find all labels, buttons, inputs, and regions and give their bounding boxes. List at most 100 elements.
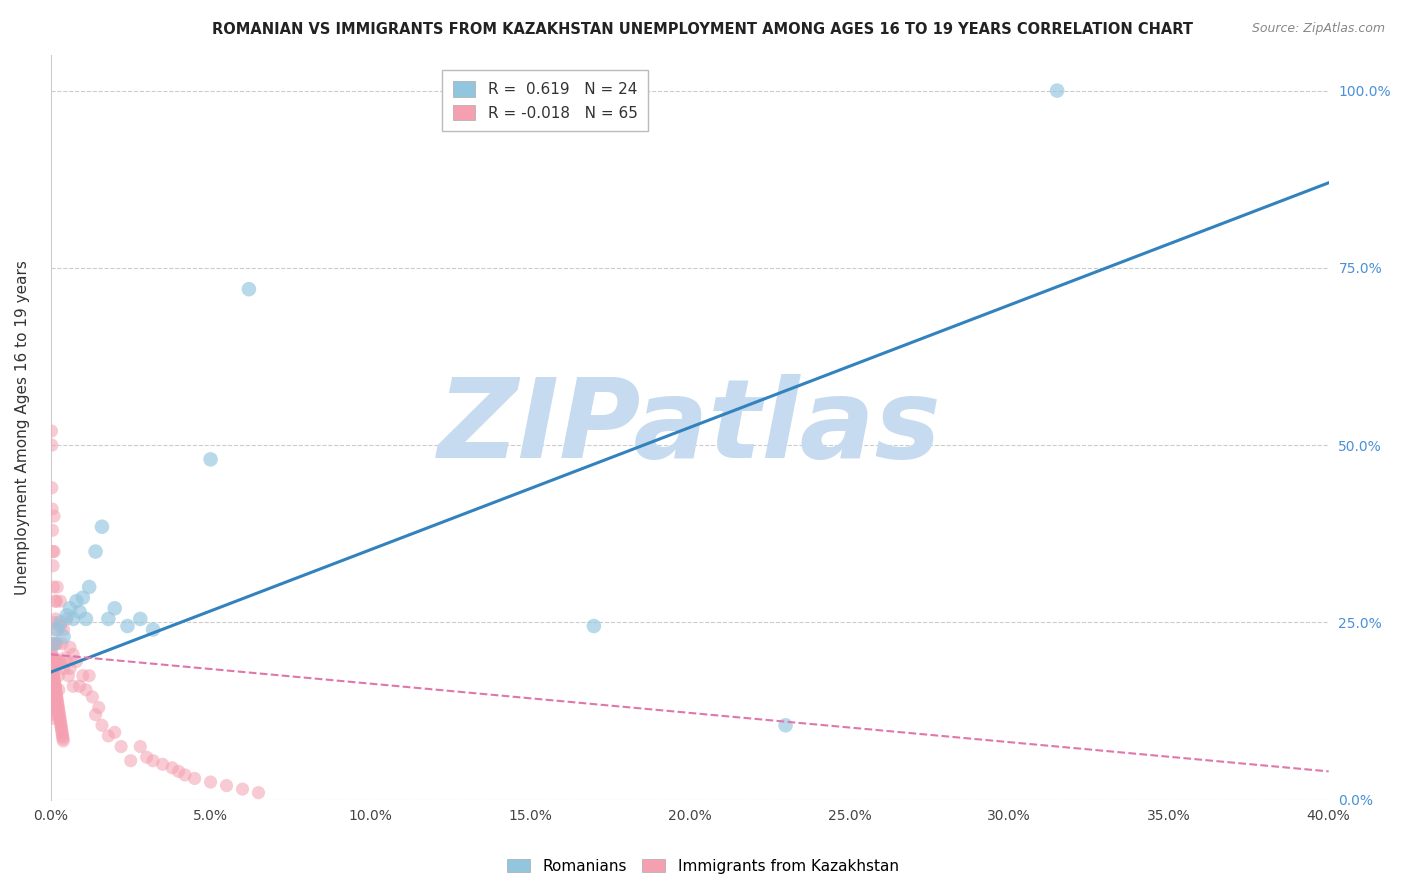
Point [49,594,72,608]
Point [97,612,120,626]
Point [48,668,70,682]
Point [59,640,82,655]
Point [44,623,66,637]
Point [72,668,94,682]
Point [44,679,66,693]
Text: ZIPatlas: ZIPatlas [437,374,942,481]
Point [48,704,70,718]
Point [42,675,65,690]
Point [39,672,62,686]
Point [45,690,67,704]
Point [44,681,66,695]
Point [53,651,76,665]
Point [129,612,152,626]
Point [44,676,66,690]
Point [48,702,70,716]
Point [39,682,62,697]
Point [41,672,63,686]
Point [49,615,72,630]
Point [62,648,84,662]
Point [42,700,65,714]
Point [51,725,73,739]
Point [45,612,67,626]
Point [77,580,100,594]
Point [45,655,67,669]
Point [39,693,62,707]
Point [56,608,79,623]
Point [51,727,73,741]
Point [51,723,73,738]
Point [39,707,62,722]
Point [84,707,107,722]
Point [46,693,69,707]
Point [41,651,63,665]
Point [42,509,65,524]
Point [82,690,104,704]
Point [39,682,62,697]
Point [84,544,107,558]
Point [72,591,94,605]
Point [65,594,87,608]
Point [49,655,72,669]
Point [56,655,79,669]
Point [775,718,797,732]
Point [231,782,253,797]
Point [142,754,165,768]
Point [75,612,97,626]
Point [200,775,222,789]
Point [49,719,72,733]
Point [39,662,62,676]
Point [45,685,67,699]
Point [52,734,75,748]
Point [65,655,87,669]
Point [39,653,62,667]
Point [42,690,65,704]
Point [46,655,69,669]
Point [42,711,65,725]
Point [62,612,84,626]
Point [46,580,69,594]
Point [42,665,65,680]
Y-axis label: Unemployment Among Ages 16 to 19 years: Unemployment Among Ages 16 to 19 years [15,260,30,595]
Point [52,623,75,637]
Point [104,725,127,739]
Point [44,651,66,665]
Point [42,664,65,678]
Point [117,619,139,633]
Point [58,668,80,682]
Point [41,693,63,707]
Text: Source: ZipAtlas.com: Source: ZipAtlas.com [1251,22,1385,36]
Point [135,750,157,764]
Point [42,544,65,558]
Point [247,786,270,800]
Point [69,679,91,693]
Point [42,668,65,682]
Point [52,731,75,746]
Point [582,619,605,633]
Point [49,714,72,729]
Point [152,757,174,772]
Point [51,637,73,651]
Point [120,754,142,768]
Point [91,718,114,732]
Point [41,682,63,697]
Point [129,739,152,754]
Point [41,655,63,669]
Point [41,704,63,718]
Point [41,659,63,673]
Point [45,691,67,706]
Point [41,662,63,676]
Point [39,668,62,682]
Point [51,721,73,735]
Point [42,544,65,558]
Point [160,761,183,775]
Point [42,637,65,651]
Point [91,520,114,534]
Point [41,675,63,690]
Point [42,670,65,684]
Point [41,523,63,537]
Point [44,594,66,608]
Point [75,682,97,697]
Point [77,668,100,682]
Point [49,713,72,727]
